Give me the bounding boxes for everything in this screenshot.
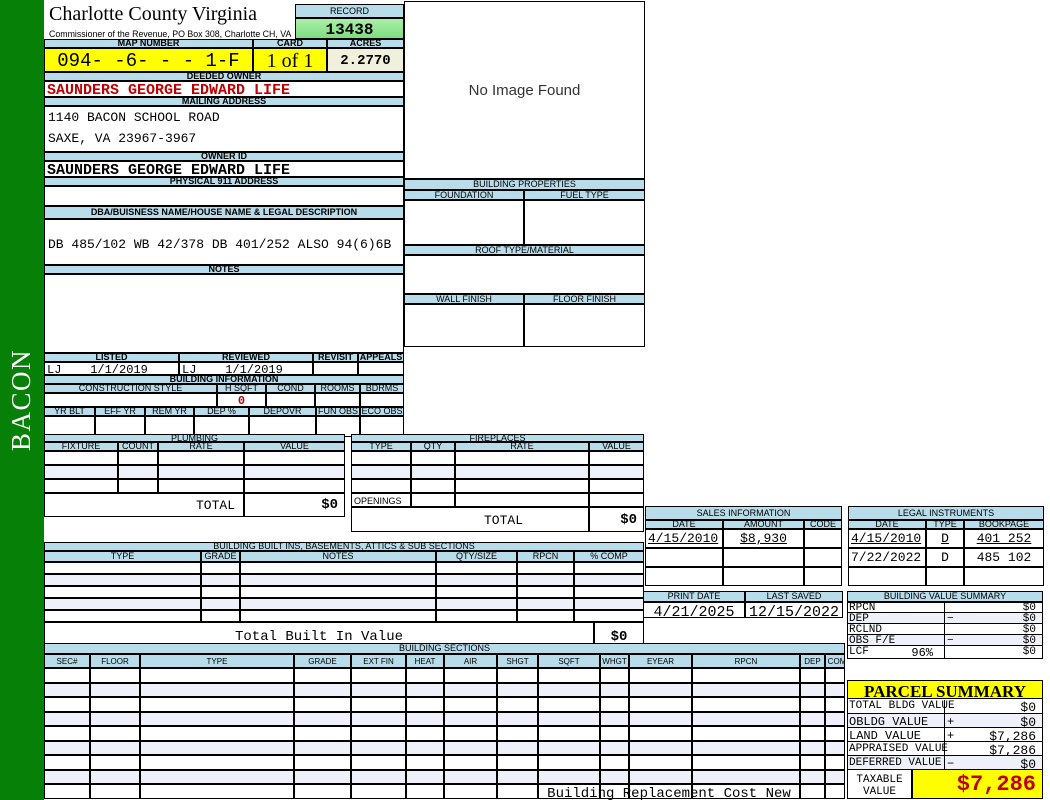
svg-text:BACON: BACON bbox=[6, 349, 36, 451]
